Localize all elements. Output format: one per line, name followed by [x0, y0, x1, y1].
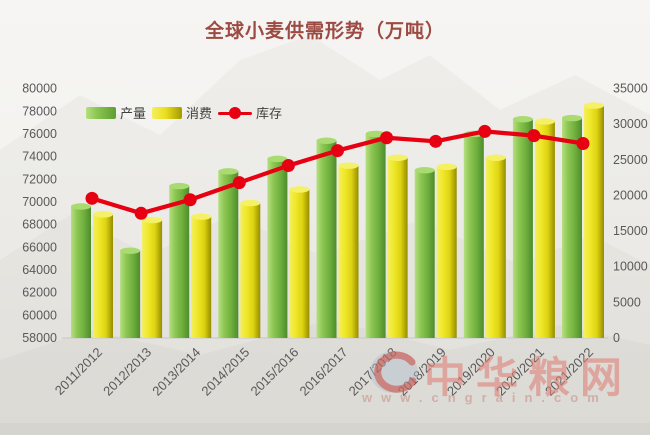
consumption-bar-top: [191, 213, 212, 220]
production-swatch-icon: [86, 106, 116, 119]
y-axis-left-tick: 80000: [22, 82, 57, 96]
y-axis-left-tick: 62000: [22, 286, 57, 300]
consumption-bar: [387, 157, 408, 338]
consumption-swatch-icon: [152, 106, 183, 119]
stocks-point: [331, 144, 344, 158]
production-bar: [316, 140, 337, 338]
chart-title: 全球小麦供需形势（万吨）: [204, 21, 445, 42]
stocks-point: [429, 134, 443, 148]
x-axis-label: 2021/2022: [542, 345, 596, 399]
x-axis-label: 2020/2021: [493, 345, 547, 399]
consumption-bar: [338, 165, 359, 338]
consumption-bar: [191, 216, 212, 338]
y-axis-right-tick: 30000: [613, 117, 648, 131]
stocks-point: [380, 131, 394, 145]
x-axis-label: 2017/2018: [346, 345, 400, 399]
bottom-edge-band: [0, 423, 650, 435]
stocks-point: [576, 136, 590, 150]
production-bar: [512, 119, 533, 338]
stocks-line-swatch-icon: [218, 106, 253, 119]
y-axis-right-tick: 15000: [613, 224, 648, 238]
stocks-point: [232, 176, 246, 190]
production-bar: [365, 133, 386, 338]
production-bar: [463, 133, 484, 338]
stocks-point: [281, 159, 295, 173]
y-axis-left-tick: 64000: [22, 263, 57, 277]
legend-item-stocks: 库存: [218, 103, 282, 122]
legend-consumption-label: 消费: [186, 106, 213, 121]
consumption-bar-top: [289, 186, 310, 193]
x-axis-label: 2012/2013: [100, 345, 154, 399]
legend-stocks-label: 库存: [256, 106, 283, 121]
production-bar-top: [267, 155, 288, 163]
consumption-bar: [485, 157, 506, 338]
consumption-bar-top: [142, 216, 163, 224]
y-axis-left-tick: 66000: [22, 240, 57, 254]
consumption-bar: [142, 220, 163, 338]
production-bar-top: [169, 182, 190, 190]
production-bar: [120, 250, 141, 338]
x-axis-label: 2011/2012: [52, 345, 105, 398]
x-axis-label: 2019/2020: [444, 345, 498, 399]
y-axis-left-tick: 78000: [22, 104, 57, 118]
consumption-bar: [289, 189, 310, 338]
y-axis-left-tick: 76000: [22, 127, 57, 141]
consumption-bar-top: [485, 154, 506, 161]
production-bar: [414, 170, 435, 338]
consumption-bar-top: [338, 162, 359, 169]
x-axis-label: 2015/2016: [247, 345, 301, 399]
production-bar-top: [562, 114, 582, 122]
consumption-bar: [534, 121, 555, 338]
y-axis-right-tick: 20000: [613, 188, 648, 202]
y-axis-right-tick: 0: [613, 331, 620, 345]
production-bar: [218, 171, 239, 338]
consumption-bar-top: [584, 102, 604, 109]
production-bar-top: [71, 203, 91, 210]
legend-production-label: 产量: [120, 106, 147, 121]
y-axis-right-tick: 35000: [613, 82, 648, 96]
consumption-bar-top: [93, 211, 113, 218]
y-axis-left-tick: 72000: [22, 172, 57, 186]
consumption-bar-top: [534, 118, 555, 125]
stocks-line: [91, 129, 584, 216]
consumption-bar: [436, 166, 457, 338]
y-axis-right-tick: 10000: [613, 260, 648, 274]
y-axis-right-tick: 5000: [613, 295, 641, 309]
x-axis-label: 2018/2019: [395, 345, 449, 399]
y-axis-left-tick: 58000: [22, 331, 57, 345]
stocks-point: [478, 124, 492, 138]
stocks-point: [85, 191, 99, 205]
y-axis-left-tick: 60000: [22, 308, 57, 322]
legend: 产量 消费 库存: [86, 103, 282, 122]
stocks-point: [183, 193, 197, 207]
y-axis-left-tick: 74000: [22, 150, 57, 164]
production-bar-top: [512, 116, 533, 123]
y-axis-left-tick: 68000: [22, 218, 57, 232]
x-axis-label: 2016/2017: [297, 345, 351, 399]
x-axis-label: 2013/2014: [149, 345, 203, 399]
x-axis-label: 2014/2015: [198, 345, 252, 399]
consumption-bar: [93, 214, 113, 338]
production-bar-top: [414, 167, 435, 174]
production-bar-top: [218, 168, 239, 175]
consumption-bar-top: [387, 154, 408, 161]
consumption-bar-top: [240, 199, 261, 207]
stocks-point: [527, 129, 541, 143]
production-bar: [562, 118, 582, 338]
stocks-point: [134, 206, 148, 220]
production-bar-top: [316, 137, 337, 144]
production-bar-top: [120, 247, 141, 254]
legend-item-production: 产量: [86, 103, 146, 122]
production-bar: [71, 206, 91, 338]
y-axis-right-tick: 25000: [613, 153, 648, 167]
legend-item-consumption: 消费: [152, 103, 212, 122]
consumption-bar: [240, 203, 261, 338]
consumption-bar-top: [436, 163, 457, 171]
consumption-bar: [584, 105, 604, 338]
production-bar: [267, 158, 288, 338]
production-bar: [169, 186, 190, 338]
y-axis-left-tick: 70000: [22, 195, 57, 209]
